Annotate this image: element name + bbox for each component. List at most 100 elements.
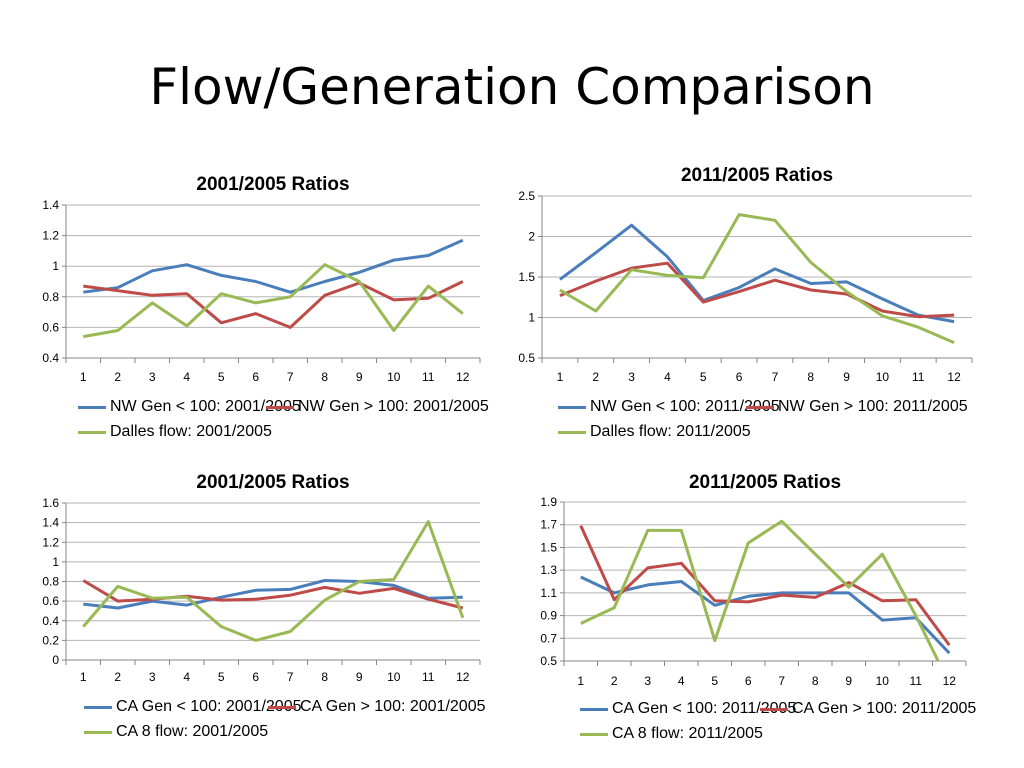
x-tick-label: 5	[711, 674, 718, 688]
y-tick-label: 0.2	[42, 633, 59, 647]
x-tick-label: 5	[218, 370, 225, 384]
x-tick-label: 12	[456, 370, 470, 384]
x-tick-label: 9	[845, 674, 852, 688]
series-line-2	[82, 579, 464, 610]
x-tick-label: 10	[876, 370, 890, 384]
chart-title: 2001/2005 Ratios	[196, 174, 349, 195]
x-tick-label: 2	[611, 674, 618, 688]
x-tick-label: 4	[183, 370, 190, 384]
x-tick-label: 5	[700, 370, 707, 384]
x-tick-label: 3	[628, 370, 635, 384]
x-tick-label: 9	[843, 370, 850, 384]
x-tick-label: 4	[183, 670, 190, 684]
series-line-2	[83, 280, 464, 329]
y-tick-label: 0.7	[540, 631, 557, 645]
y-tick-label: 0.4	[42, 351, 59, 365]
series-group	[82, 520, 465, 642]
series-group	[83, 238, 464, 339]
legend-label: Dalles flow: 2011/2005	[590, 423, 751, 440]
chart-nw-2001: 2001/2005 Ratios 0.4 0.6 0.8 1 1.2 1.4 1 2 3 4 5 6 7 8…	[0, 150, 512, 450]
legend-label: CA Gen > 100: 2001/2005	[300, 698, 486, 715]
y-tick-label: 1.5	[518, 270, 535, 284]
y-tick-label: 0.5	[540, 654, 557, 668]
series-line-2	[579, 525, 951, 646]
y-tick-label: 0.6	[42, 594, 59, 608]
legend-label: NW Gen < 100: 2001/2005	[110, 398, 301, 415]
legend-label: CA Gen < 100: 2001/2005	[116, 698, 302, 715]
legend-label: CA 8 flow: 2001/2005	[116, 723, 269, 740]
y-tick-label: 2	[528, 230, 535, 244]
x-tick-label: 6	[736, 370, 743, 384]
legend-swatch	[84, 705, 112, 709]
x-tick-label: 1	[80, 370, 87, 384]
x-tick-label: 3	[644, 674, 651, 688]
x-tick-label: 6	[252, 670, 259, 684]
chart-svg: 2001/2005 Ratios 0 0.2 0.4 0.6 0.8 1 1.2 1.4 1.6 1…	[42, 472, 481, 684]
y-tick-label: 0	[52, 653, 59, 667]
legend-swatch	[78, 430, 106, 434]
legend-swatch	[580, 707, 608, 711]
y-tick-label: 1.4	[42, 516, 59, 530]
y-tick-label: 0.8	[42, 290, 59, 304]
x-tick-label: 8	[807, 370, 814, 384]
legend-item-3: CA 8 flow: 2001/2005	[84, 723, 268, 741]
legend-item-1: CA Gen < 100: 2011/2005	[580, 700, 796, 718]
y-tick-label: 1.3	[540, 563, 557, 577]
legend-item-2: NW Gen > 100: 2001/2005	[266, 398, 489, 416]
legend-item-1: NW Gen < 100: 2011/2005	[558, 398, 780, 416]
x-tick-label: 10	[876, 674, 890, 688]
legend-item-1: NW Gen < 100: 2001/2005	[78, 398, 301, 416]
legend-swatch	[746, 405, 774, 409]
series-line-1	[83, 238, 464, 294]
x-tick-label: 3	[149, 370, 156, 384]
x-tick-label: 7	[287, 670, 294, 684]
series-line-3	[82, 520, 465, 642]
x-tick-label: 4	[664, 370, 671, 384]
legend-item-3: Dalles flow: 2011/2005	[558, 423, 751, 441]
x-tick-label: 8	[321, 670, 328, 684]
x-tick-label: 10	[387, 670, 401, 684]
chart-ca-2011: 2011/2005 Ratios 0.5 0.7 0.9 1.1 1.3 1.5 1.7 1.9…	[512, 455, 1024, 755]
x-tick-label: 1	[577, 674, 584, 688]
x-tick-label: 12	[947, 370, 961, 384]
series-group	[559, 213, 955, 344]
x-tick-label: 5	[218, 670, 225, 684]
x-tick-label: 4	[678, 674, 685, 688]
y-tick-label: 1.5	[540, 540, 557, 554]
legend-swatch	[84, 730, 112, 734]
chart-svg: 2011/2005 Ratios 0.5 0.7 0.9 1.1 1.3 1.5 1.7 1.9…	[540, 472, 967, 688]
legend-swatch	[268, 705, 296, 709]
y-tick-label: 0.5	[518, 351, 535, 365]
legend-label: CA 8 flow: 2011/2005	[612, 725, 763, 742]
series-line-3	[83, 263, 464, 339]
y-tick-label: 1.2	[42, 229, 59, 243]
series-line-2	[559, 261, 955, 319]
y-tick-label: 1.1	[540, 586, 557, 600]
chart-ca-2001: 2001/2005 Ratios 0 0.2 0.4 0.6 0.8 1 1.2 1.4 1.6 1…	[0, 455, 512, 755]
legend-swatch	[266, 405, 294, 409]
y-tick-label: 1	[52, 259, 59, 273]
y-tick-label: 0.4	[42, 614, 59, 628]
x-tick-label: 2	[114, 370, 121, 384]
y-tick-label: 2.5	[518, 189, 535, 203]
x-tick-label: 7	[778, 674, 785, 688]
x-tick-label: 12	[943, 674, 957, 688]
y-tick-label: 1	[528, 311, 535, 325]
x-tick-label: 8	[321, 370, 328, 384]
legend-label: CA Gen < 100: 2011/2005	[612, 700, 797, 717]
legend-item-2: CA Gen > 100: 2011/2005	[760, 700, 976, 718]
y-tick-label: 1	[52, 555, 59, 569]
series-line-1	[559, 223, 955, 324]
legend-swatch	[78, 405, 106, 409]
x-tick-label: 2	[592, 370, 599, 384]
x-tick-label: 10	[387, 370, 401, 384]
legend-label: NW Gen < 100: 2011/2005	[590, 398, 780, 415]
x-tick-label: 11	[910, 674, 923, 688]
x-tick-label: 7	[772, 370, 779, 384]
y-tick-label: 1.9	[540, 495, 557, 509]
x-tick-label: 6	[252, 370, 259, 384]
legend-item-2: NW Gen > 100: 2011/2005	[746, 398, 968, 416]
y-tick-label: 0.6	[42, 320, 59, 334]
legend-item-3: Dalles flow: 2001/2005	[78, 423, 272, 441]
legend-label: CA Gen > 100: 2011/2005	[792, 700, 977, 717]
